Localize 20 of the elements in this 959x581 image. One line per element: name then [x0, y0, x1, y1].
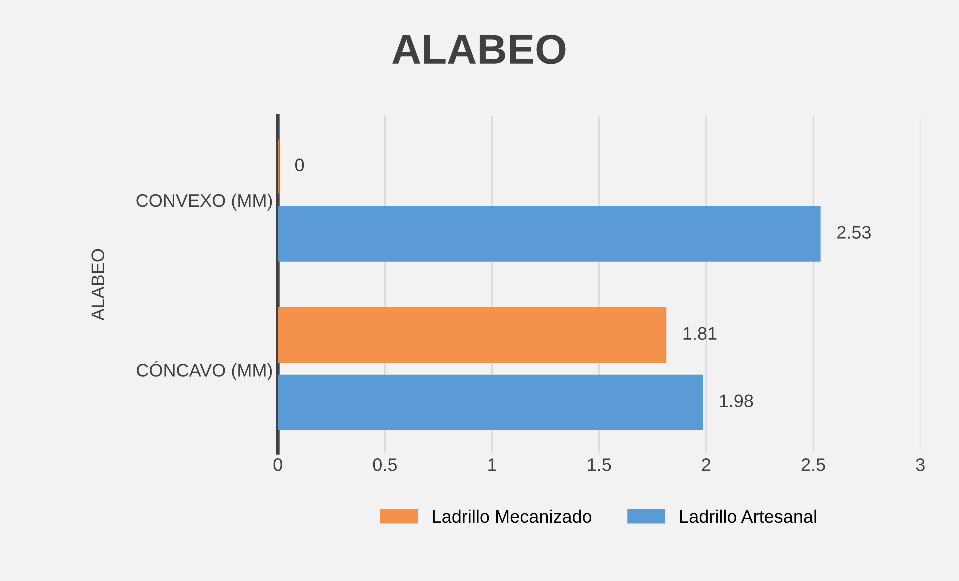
legend-label: Ladrillo Artesanal [680, 510, 816, 524]
bar [278, 374, 704, 430]
x-tick-label: 0.5 [373, 458, 397, 472]
bar [278, 307, 667, 364]
data-label: 1.81 [684, 327, 717, 340]
data-label: 1.98 [720, 394, 754, 408]
data-label: 0 [295, 158, 304, 172]
x-tick-label: 2 [702, 458, 711, 472]
y-axis-title: ALABEO [92, 249, 104, 321]
x-tick-label: 2.5 [802, 458, 826, 472]
bar [278, 206, 821, 262]
x-tick-label: 3 [916, 458, 925, 472]
x-tick-label: 0 [274, 458, 282, 472]
x-tick-label: 1 [488, 458, 496, 472]
y-tick-label: CONVEXO (MM) [136, 194, 272, 211]
legend-label: Ladrillo Mecanizado [433, 510, 592, 524]
y-tick-label: CÓNCAVO (MM) [137, 361, 272, 380]
x-tick-label: 1.5 [588, 458, 612, 472]
data-label: 2.53 [838, 226, 871, 239]
chart-title: ALABEO [392, 34, 566, 64]
